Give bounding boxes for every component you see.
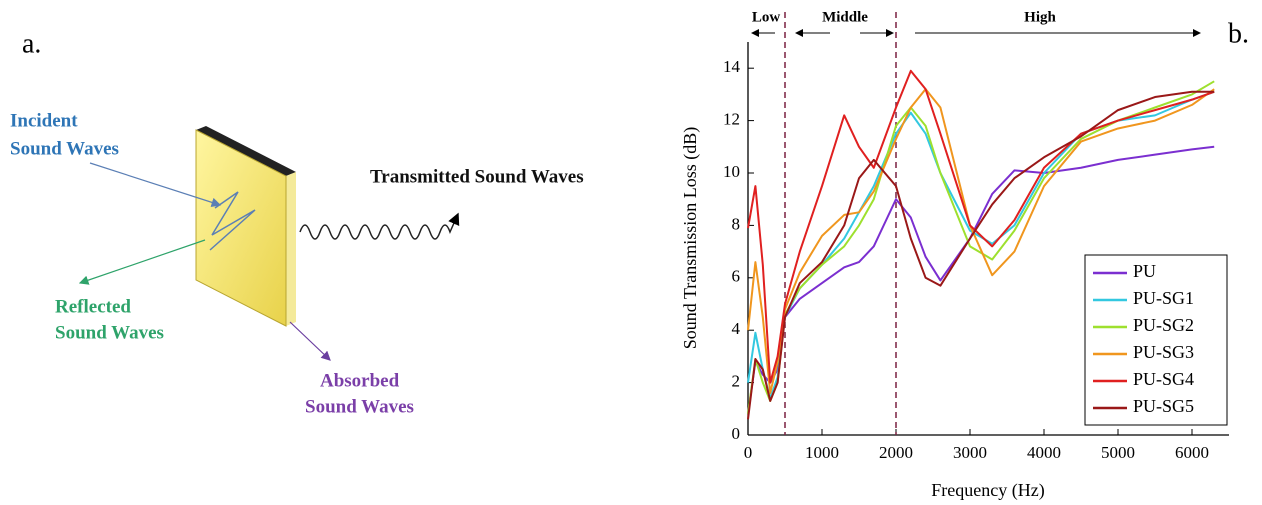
legend-label: PU-SG2 — [1133, 315, 1194, 335]
plot: 0 1000 2000 3000 4000 5000 6000 0 2 4 6 8 10 12 14 Low M… — [723, 9, 1229, 462]
y-tick-label: 8 — [732, 214, 741, 233]
panel-label: b. — [1228, 18, 1249, 49]
y-tick-label: 6 — [732, 267, 741, 286]
y-tick-label: 14 — [723, 57, 741, 76]
y-axis-label: Sound Transmission Loss (dB) — [680, 127, 701, 350]
incident-arrow — [89, 162, 222, 207]
reflected-label: Sound Waves — [55, 322, 164, 343]
diagram: a. Incident Sound Waves Transmitted Soun… — [10, 28, 584, 417]
legend-label: PU-SG5 — [1133, 396, 1194, 416]
region-label: Low — [752, 9, 781, 25]
x-tick-label: 4000 — [1027, 443, 1061, 462]
plate-side — [286, 172, 296, 326]
absorbed-label: Sound Waves — [305, 396, 414, 417]
x-tick-label: 1000 — [805, 443, 839, 462]
region-label: Middle — [822, 9, 868, 25]
y-tick-label: 4 — [732, 319, 741, 338]
transmitted-label: Transmitted Sound Waves — [370, 166, 584, 187]
incident-label: Sound Waves — [10, 138, 119, 159]
series-line — [747, 145, 1215, 415]
legend-label: PU-SG3 — [1133, 342, 1194, 362]
y-tick-label: 0 — [732, 424, 741, 443]
series-line — [747, 88, 1215, 395]
wave-path — [209, 191, 256, 251]
absorbed-arrow — [289, 321, 331, 361]
incident-label: Incident — [10, 110, 78, 131]
absorbed-label: Absorbed — [320, 370, 400, 391]
transmitted-wave — [299, 212, 460, 240]
legend-label: PU-SG1 — [1133, 288, 1194, 308]
legend-label: PU — [1133, 261, 1156, 281]
plate — [195, 129, 287, 327]
y-tick-label: 2 — [732, 372, 741, 391]
x-tick-label: 2000 — [879, 443, 913, 462]
region-label: High — [1024, 9, 1056, 25]
y-tick-label: 10 — [723, 162, 740, 181]
x-axis-label: Frequency (Hz) — [931, 480, 1044, 501]
y-tick-label: 12 — [723, 110, 740, 129]
x-tick-label: 3000 — [953, 443, 987, 462]
legend-label: PU-SG4 — [1133, 369, 1194, 389]
panel-label: a. — [22, 28, 41, 59]
x-tick-label: 5000 — [1101, 443, 1135, 462]
x-tick-label: 6000 — [1175, 443, 1209, 462]
series-line — [747, 90, 1215, 420]
reflected-label: Reflected — [55, 296, 131, 317]
reflected-arrow — [78, 239, 206, 285]
legend-box — [1084, 254, 1228, 426]
plate-top — [196, 126, 296, 176]
x-tick-label: 0 — [744, 443, 753, 462]
